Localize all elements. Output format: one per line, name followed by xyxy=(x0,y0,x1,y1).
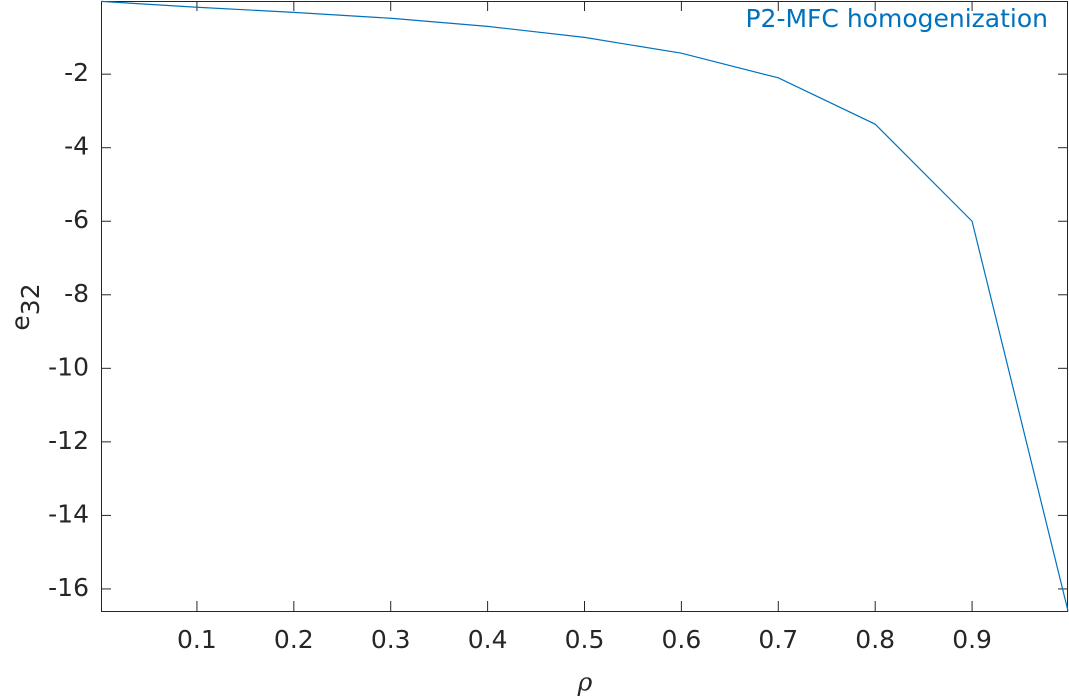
y-tick-label: -10 xyxy=(48,352,89,381)
y-tick-label: -6 xyxy=(64,205,89,234)
y-axis-label: e32 xyxy=(6,283,45,330)
data-line xyxy=(100,0,1069,612)
y-tick-label: -14 xyxy=(48,499,89,528)
x-tick-label: 0.1 xyxy=(177,625,217,654)
y-tick-label: -12 xyxy=(48,426,89,455)
y-tick-label: -2 xyxy=(64,58,89,87)
x-tick-label: 0.7 xyxy=(758,625,798,654)
y-label-subscript: 32 xyxy=(16,283,45,315)
y-tick-label: -8 xyxy=(64,279,89,308)
x-tick-label: 0.2 xyxy=(274,625,314,654)
axes-box xyxy=(101,1,1068,612)
x-axis-label: ρ xyxy=(577,668,593,696)
x-tick-label: 0.3 xyxy=(371,625,411,654)
legend-entry: P2-MFC homogenization xyxy=(745,4,1048,33)
x-tick-label: 0.9 xyxy=(952,625,992,654)
x-tick-label: 0.5 xyxy=(565,625,605,654)
y-tick-label: -16 xyxy=(48,573,89,602)
y-tick-label: -4 xyxy=(64,132,89,161)
x-tick-label: 0.8 xyxy=(855,625,895,654)
y-label-base: e xyxy=(6,315,35,330)
x-tick-label: 0.4 xyxy=(468,625,508,654)
x-tick-label: 0.6 xyxy=(662,625,702,654)
